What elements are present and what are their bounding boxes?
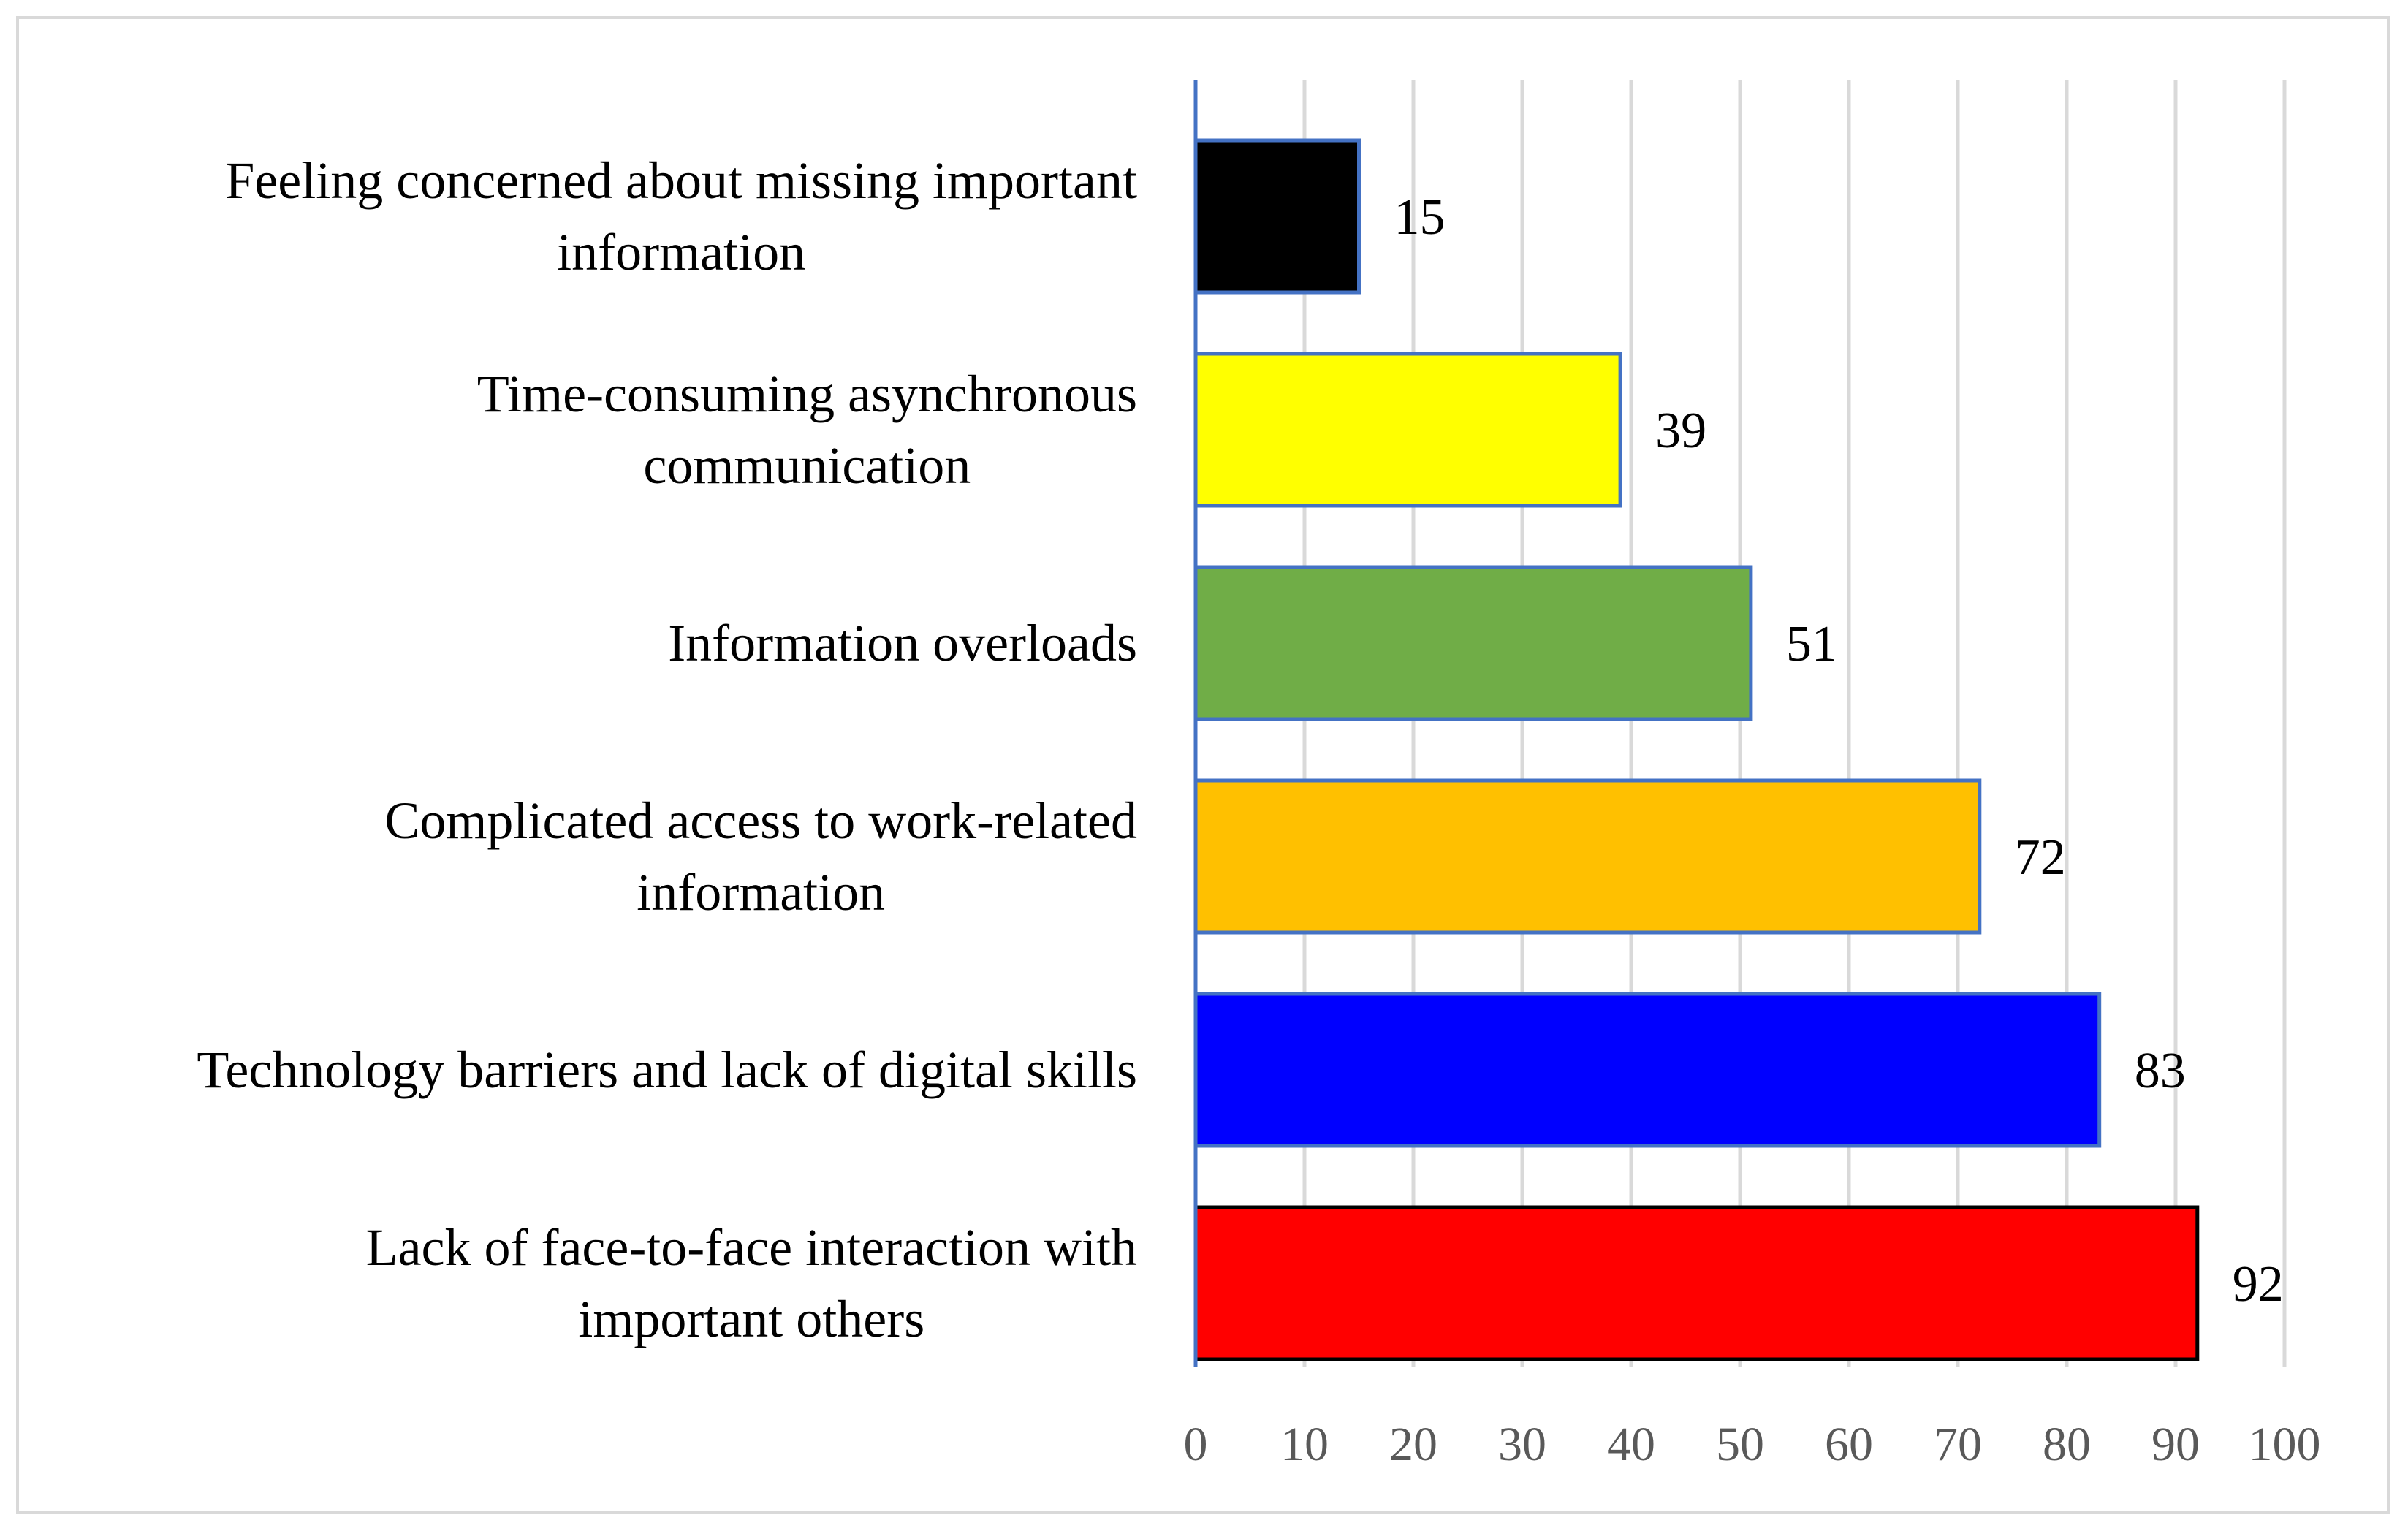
bar [1193,992,2102,1148]
x-tick-label: 80 [2043,1418,2091,1471]
category-label: important others [578,1290,924,1348]
x-tick-label: 10 [1280,1418,1329,1471]
category-label: information [637,863,885,922]
bar [1193,1205,2200,1361]
bars [1193,138,2200,1361]
data-label: 72 [2015,829,2066,886]
data-label: 39 [1655,403,1706,459]
category-label: Time-consuming asynchronous [477,365,1137,423]
data-label: 15 [1394,189,1446,246]
bar [1193,138,1361,295]
x-tick-label: 70 [1934,1418,1982,1471]
x-tick-label: 100 [2249,1418,2321,1471]
category-label: information [557,223,805,281]
data-label: 92 [2233,1256,2284,1312]
bar [1193,352,1622,508]
category-label: Complicated access to work-related [384,791,1137,850]
bar [1193,778,1982,935]
x-tick-label: 0 [1184,1418,1208,1471]
category-label: Information overloads [668,614,1137,672]
data-label: 51 [1786,616,1837,672]
category-label: Lack of face-to-face interaction with [366,1218,1137,1277]
category-label: communication [643,436,971,495]
x-tick-label: 50 [1716,1418,1764,1471]
category-label: Feeling concerned about missing importan… [225,151,1137,210]
x-tick-label: 40 [1607,1418,1655,1471]
data-label: 83 [2135,1043,2186,1099]
bar [1193,565,1753,721]
category-label: Technology barriers and lack of digital … [197,1041,1137,1099]
x-tick-label: 90 [2151,1418,2200,1471]
x-tick-label: 30 [1498,1418,1546,1471]
gridlines [1302,80,2287,1367]
x-tick-label: 60 [1825,1418,1873,1471]
x-tick-label: 20 [1389,1418,1437,1471]
labels: 0 10 20 30 40 50 60 70 80 90 100 15 Feeling concerne… [197,151,2320,1471]
